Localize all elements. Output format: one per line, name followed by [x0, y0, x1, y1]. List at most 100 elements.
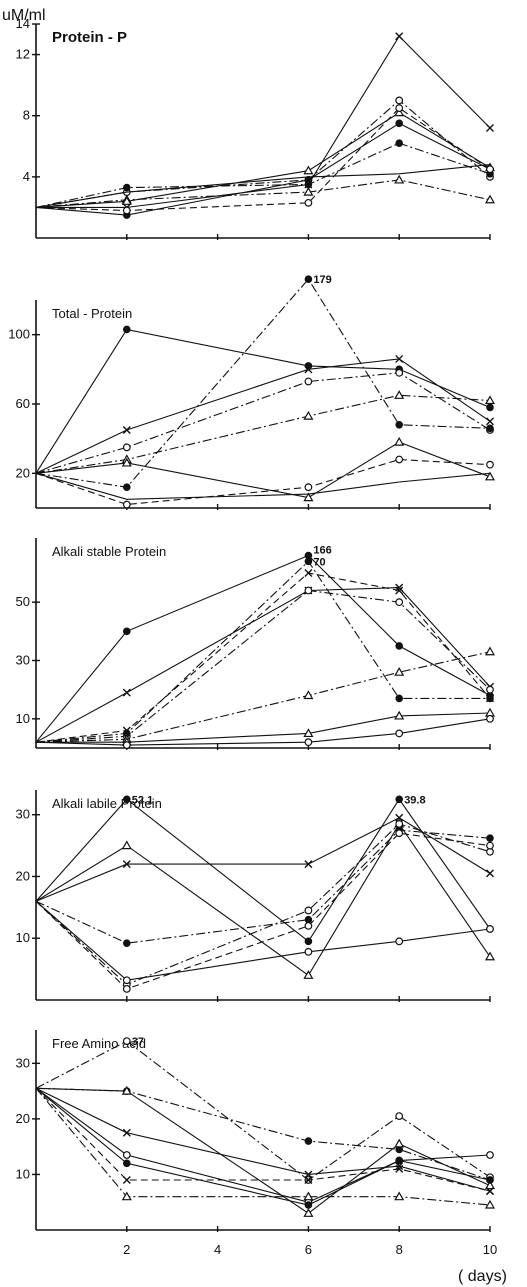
data-point — [484, 951, 496, 961]
series — [35, 1087, 494, 1184]
data-point — [304, 586, 313, 595]
series-line — [35, 589, 491, 743]
series-line — [35, 587, 491, 743]
series-line — [35, 1087, 491, 1181]
data-point — [395, 32, 404, 41]
series — [35, 455, 494, 509]
data-point — [123, 483, 131, 492]
data-point — [395, 1162, 404, 1171]
series-line — [35, 278, 491, 488]
data-point — [304, 180, 313, 189]
x-tick-label: 2 — [123, 1242, 130, 1257]
y-unit-label: uM/ml — [2, 7, 46, 24]
data-point — [304, 1201, 313, 1209]
data-point — [122, 741, 131, 749]
series-line — [36, 35, 491, 208]
data-point — [123, 325, 131, 334]
data-point — [395, 642, 404, 650]
panel-title: Alkali stable Protein — [52, 544, 166, 559]
data-label: 39.8 — [404, 794, 425, 806]
data-point — [122, 984, 131, 993]
data-point — [122, 726, 131, 735]
data-point — [304, 738, 313, 747]
data-point — [395, 96, 404, 105]
panel-title: Total - Protein — [52, 306, 132, 321]
data-point — [121, 196, 132, 205]
series-line — [35, 572, 491, 743]
y-tick-label: 10 — [16, 1166, 30, 1181]
series-line — [35, 458, 491, 506]
data-point — [486, 834, 494, 842]
series — [35, 818, 496, 979]
series — [35, 164, 491, 208]
series-line — [35, 372, 491, 474]
series-line — [35, 472, 491, 500]
y-tick-label: 10 — [16, 711, 30, 726]
data-point — [484, 471, 496, 481]
data-point — [122, 1128, 131, 1137]
series-line — [35, 1087, 491, 1192]
data-point — [304, 921, 313, 930]
series — [35, 139, 494, 208]
series-line — [35, 832, 491, 990]
series — [35, 1087, 494, 1209]
data-point — [122, 206, 131, 215]
y-tick-label: 20 — [16, 1111, 30, 1126]
series — [35, 551, 494, 743]
data-point — [303, 165, 314, 175]
panel-title: Protein - P — [52, 29, 127, 46]
data-point — [303, 410, 314, 420]
data-point — [395, 455, 404, 464]
data-point — [122, 976, 131, 985]
series-line — [35, 829, 491, 944]
data-point — [486, 460, 494, 469]
y-tick-label: 60 — [16, 396, 30, 411]
y-tick-label: 100 — [8, 327, 30, 342]
data-point — [484, 395, 496, 405]
x-tick-label: 6 — [305, 1242, 312, 1257]
data-label: 52.1 — [132, 794, 153, 806]
data-point — [394, 436, 405, 446]
series-line — [35, 358, 491, 474]
data-point — [304, 569, 313, 577]
series-line — [35, 107, 491, 212]
data-point — [484, 646, 496, 656]
series — [35, 569, 494, 743]
data-point — [484, 194, 496, 204]
series — [35, 1087, 494, 1196]
data-point — [395, 104, 404, 112]
data-point — [486, 165, 494, 174]
x-tick-label: 8 — [396, 1242, 403, 1257]
data-label: 37 — [132, 1036, 144, 1048]
data-point — [395, 729, 404, 738]
series — [35, 586, 494, 743]
data-point — [122, 1151, 131, 1159]
series — [36, 707, 496, 746]
data-label: 166 — [313, 545, 331, 557]
y-tick-label: 30 — [16, 807, 30, 822]
series-line — [35, 99, 491, 208]
series-line — [35, 1087, 491, 1192]
series-line — [35, 394, 491, 474]
series-line — [35, 718, 491, 746]
data-point — [486, 1151, 494, 1159]
series — [35, 829, 494, 993]
data-point — [395, 937, 404, 946]
panels: 4 8 12 14 Protein - P 20 60 100 Total - Protein 1… — [8, 16, 496, 1232]
series — [35, 472, 491, 500]
data-point — [395, 694, 404, 703]
series-line — [35, 798, 491, 943]
data-point — [394, 390, 405, 399]
data-point — [394, 174, 405, 184]
data-point — [304, 198, 313, 207]
data-point — [394, 666, 405, 676]
data-point — [486, 869, 494, 878]
series-line — [35, 441, 491, 499]
data-point — [486, 841, 494, 850]
data-point — [395, 119, 404, 128]
x-axis-ticks: 2 4 6 8 10 — [123, 1242, 497, 1257]
y-tick-label: 30 — [16, 1055, 30, 1070]
y-tick-label: 30 — [16, 653, 30, 668]
